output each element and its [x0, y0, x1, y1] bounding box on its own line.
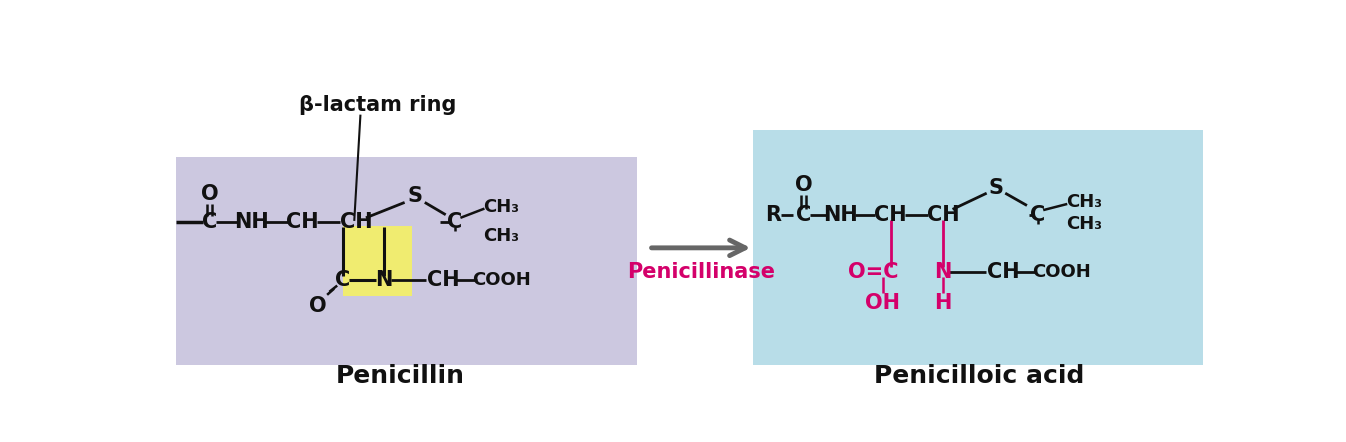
Text: C: C: [335, 270, 350, 290]
Text: CH: CH: [927, 205, 960, 225]
Text: S: S: [988, 178, 1004, 198]
Text: CH: CH: [285, 213, 319, 232]
Bar: [343, 226, 412, 296]
Text: CH₃: CH₃: [1066, 215, 1102, 233]
Text: CH: CH: [427, 270, 460, 290]
Text: H: H: [934, 293, 952, 313]
Text: C: C: [447, 213, 463, 232]
Text: S: S: [408, 186, 423, 206]
Bar: [754, 130, 1203, 365]
Text: CH: CH: [875, 205, 907, 225]
Text: O: O: [310, 296, 327, 316]
Text: Penicilloic acid: Penicilloic acid: [874, 365, 1084, 389]
Text: β-lactam ring: β-lactam ring: [299, 95, 456, 115]
Text: N: N: [934, 263, 952, 282]
Text: O: O: [795, 175, 813, 195]
Text: C: C: [202, 213, 217, 232]
Text: CH₃: CH₃: [1066, 193, 1102, 211]
Text: Penicillinase: Penicillinase: [627, 263, 775, 282]
Text: CH: CH: [987, 263, 1019, 282]
Text: NH: NH: [824, 205, 859, 225]
Bar: [176, 157, 637, 365]
Text: CH₃: CH₃: [483, 227, 520, 244]
Text: COOH: COOH: [472, 271, 530, 289]
Text: R: R: [765, 205, 781, 225]
Text: CH: CH: [341, 213, 373, 232]
Text: Penicillin: Penicillin: [336, 365, 466, 389]
Text: C: C: [1030, 205, 1046, 225]
Text: N: N: [376, 270, 393, 290]
Text: O=C: O=C: [848, 263, 899, 282]
Text: O: O: [201, 184, 218, 204]
Text: COOH: COOH: [1032, 263, 1092, 282]
Text: OH: OH: [865, 293, 900, 313]
Text: NH: NH: [234, 213, 269, 232]
Text: CH₃: CH₃: [483, 198, 520, 216]
Text: C: C: [795, 205, 812, 225]
